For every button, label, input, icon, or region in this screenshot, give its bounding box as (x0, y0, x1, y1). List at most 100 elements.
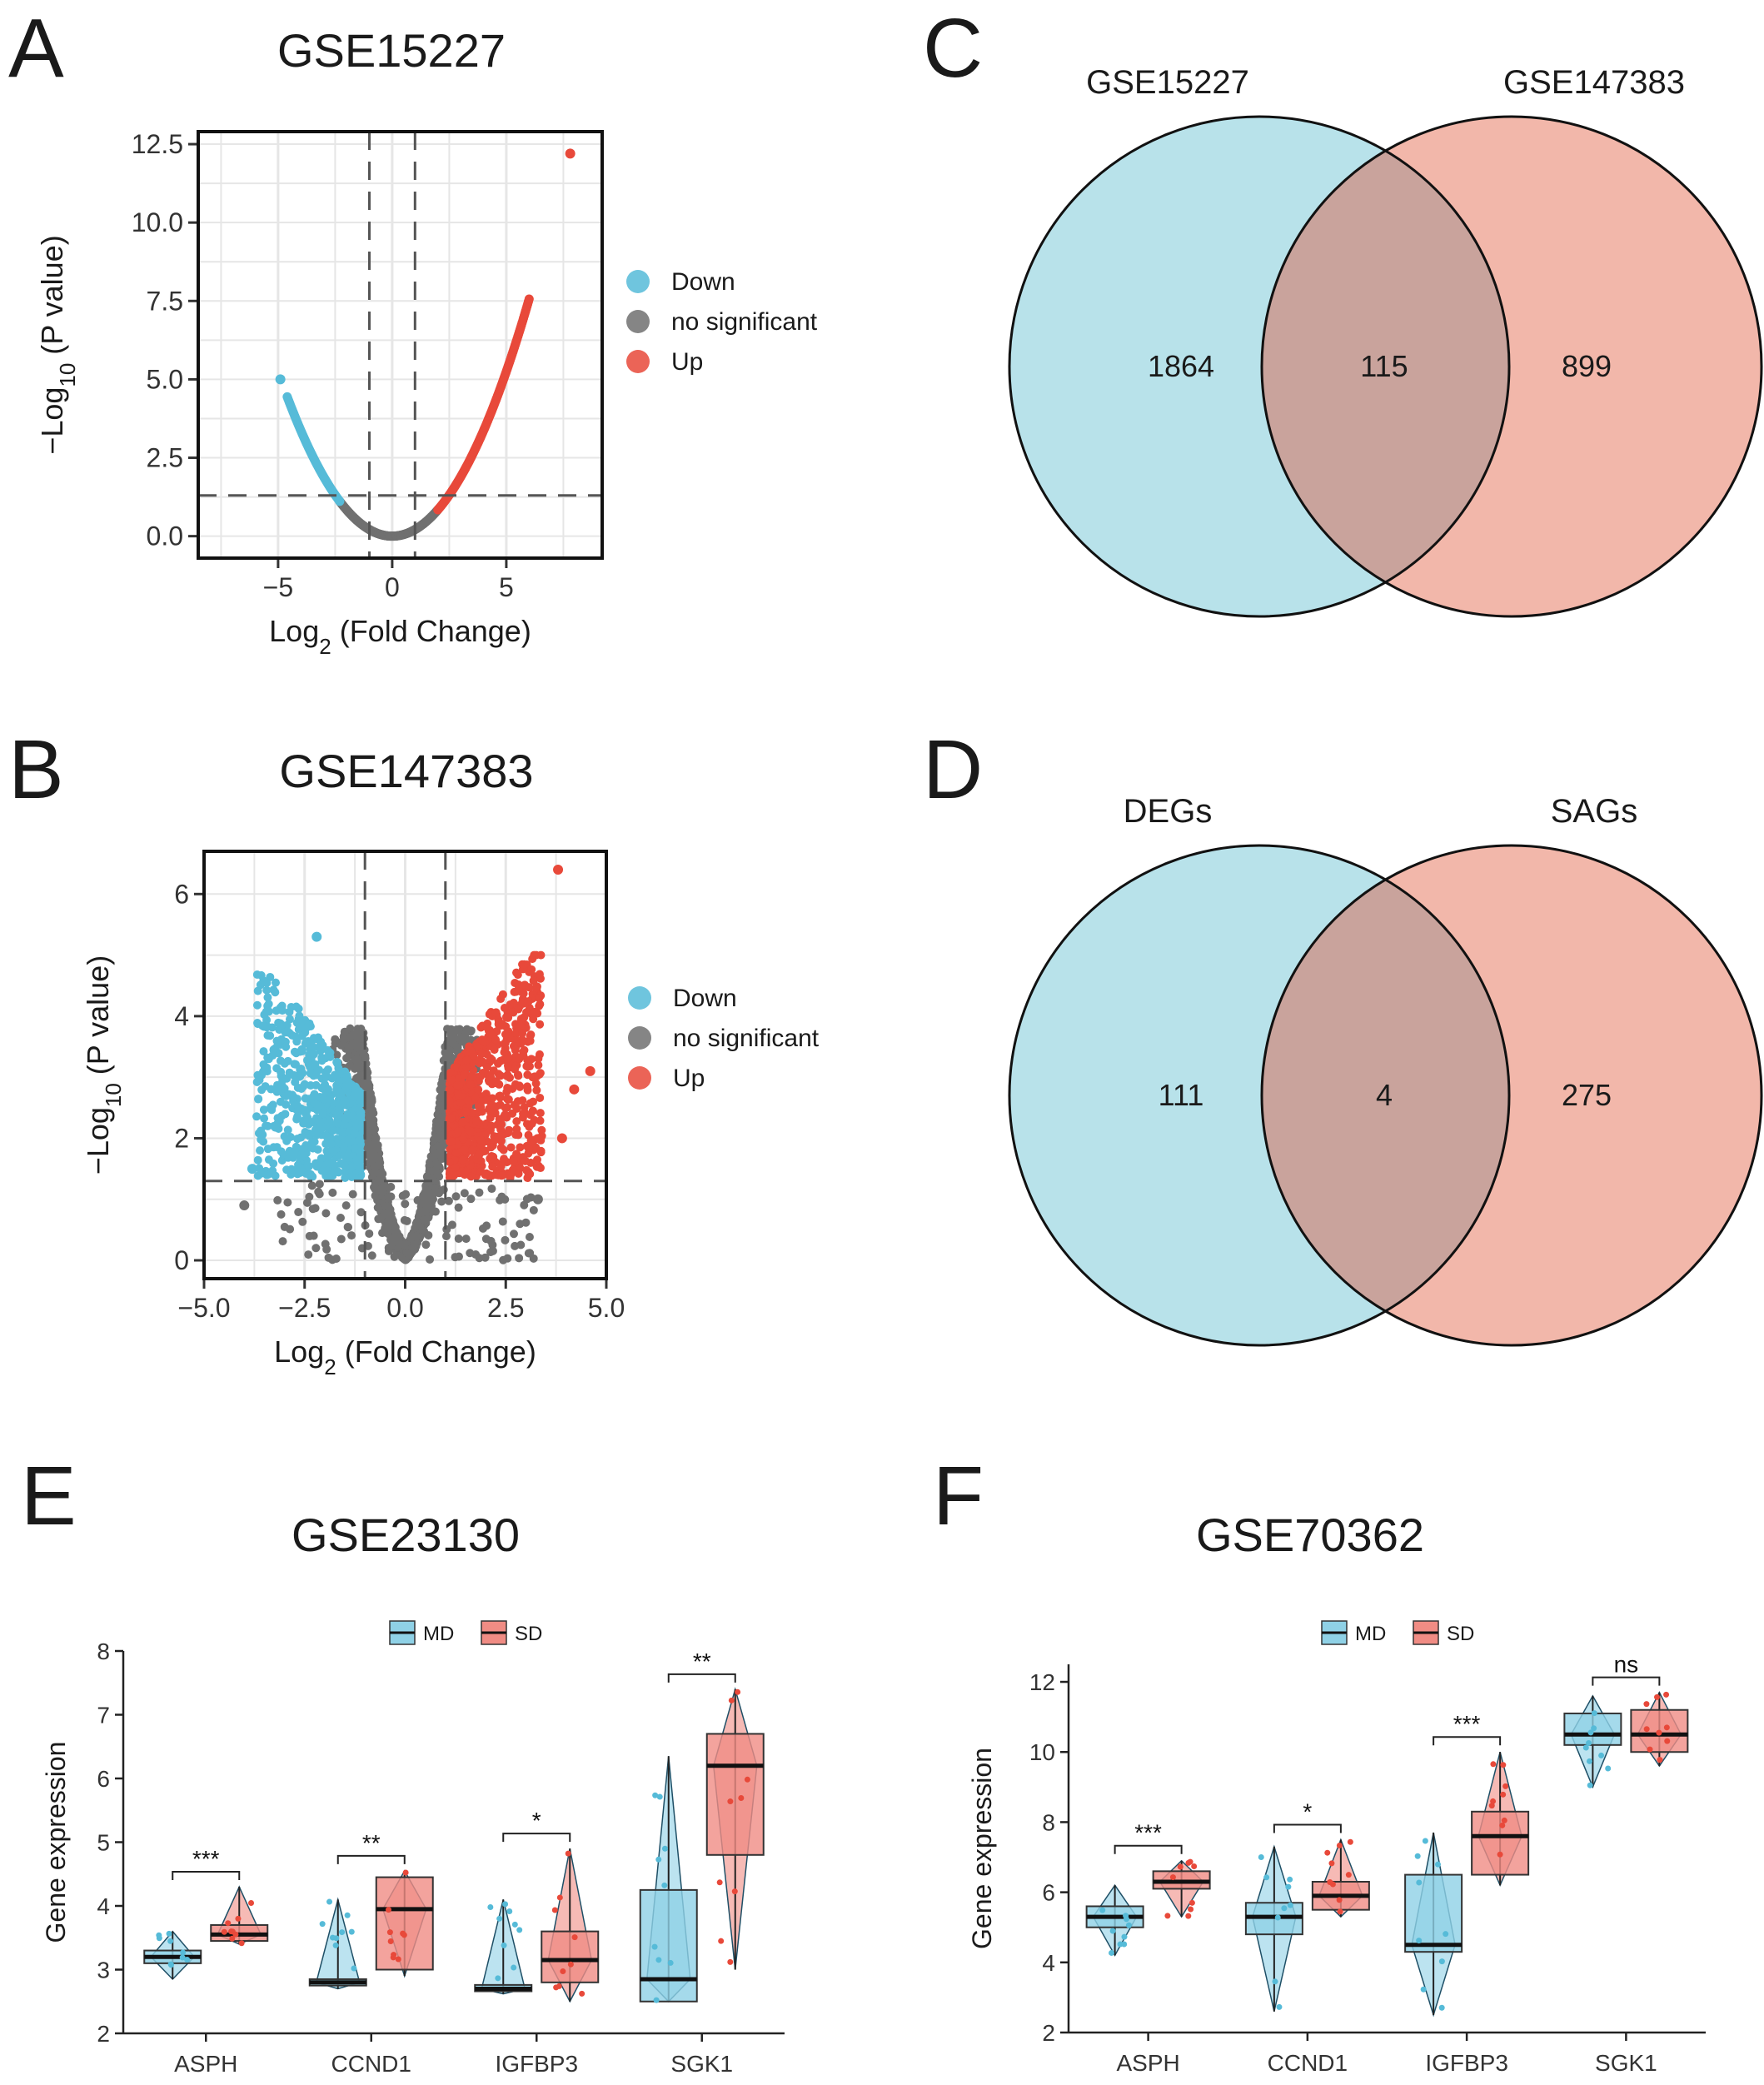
jitter-point (1434, 1861, 1441, 1868)
data-point (433, 1110, 442, 1120)
y-tick-label: 8 (1042, 1809, 1055, 1835)
data-point (322, 1072, 331, 1081)
data-point (386, 1192, 396, 1201)
jitter-point (496, 1915, 503, 1922)
data-point (462, 1055, 471, 1065)
data-point (336, 1235, 346, 1244)
legend-label: MD (423, 1623, 454, 1645)
jitter-point (1422, 1838, 1428, 1844)
data-point (487, 1121, 496, 1130)
boxplot-f: 2 4 6 8 10 12 Gene expression ASPH *** CCND1 * IGFB… (967, 1620, 1706, 2076)
data-point (340, 1027, 349, 1036)
data-point (502, 1071, 511, 1080)
data-point (476, 1102, 486, 1111)
jitter-point (1109, 1928, 1116, 1934)
jitter-point (1587, 1782, 1593, 1788)
data-point (553, 864, 564, 875)
data-point (523, 1055, 532, 1065)
jitter-point (348, 1928, 355, 1935)
x-axis-label: Log2 (Fold Change) (269, 614, 531, 659)
data-point (434, 1125, 443, 1134)
data-point (565, 148, 576, 159)
data-point (256, 1170, 265, 1179)
data-point (466, 1126, 475, 1135)
y-tick-label: 0.0 (147, 521, 183, 551)
data-point (525, 983, 534, 992)
y-tick-label: 6 (174, 879, 189, 909)
data-point (467, 1145, 476, 1155)
data-point (524, 1144, 533, 1153)
panel-a-title: GSE15227 (277, 24, 506, 77)
data-point (309, 1050, 318, 1059)
data-point (264, 1000, 273, 1009)
jitter-point (1287, 1876, 1293, 1883)
jitter-point (167, 1938, 174, 1944)
data-point (532, 1155, 541, 1165)
data-point (437, 1080, 446, 1089)
significance-bracket (1114, 1844, 1183, 1854)
data-point (316, 1154, 326, 1163)
data-point (400, 1215, 409, 1225)
jitter-point (1336, 1897, 1343, 1903)
legend-swatch (626, 310, 650, 333)
jitter-point (221, 1928, 227, 1935)
y-tick-label: 10 (1029, 1739, 1055, 1765)
jitter-point (1347, 1838, 1353, 1845)
data-point (319, 1095, 328, 1104)
data-point (535, 994, 544, 1003)
data-point (331, 1035, 340, 1044)
data-point (347, 1162, 356, 1171)
data-point (272, 1143, 282, 1152)
y-tick-label: 10.0 (132, 207, 183, 237)
venn-left-label: GSE15227 (1086, 64, 1249, 101)
y-tick-label: 4 (174, 1001, 189, 1031)
significance-label: ns (1614, 1652, 1639, 1678)
plot-frame (197, 130, 604, 560)
panel-e-title: GSE23130 (292, 1509, 520, 1561)
data-point (296, 1065, 305, 1075)
data-point (466, 1195, 476, 1204)
data-point (497, 1192, 506, 1201)
jitter-point (238, 1940, 245, 1947)
jitter-point (511, 1964, 517, 1971)
venn-right-label: GSE147383 (1503, 64, 1685, 101)
y-tick-label: 4 (97, 1893, 110, 1919)
jitter-point (1345, 1872, 1352, 1878)
jitter-point (495, 1975, 501, 1982)
data-point (486, 1030, 496, 1039)
data-point (481, 1253, 490, 1262)
data-point (443, 1053, 452, 1062)
data-point (366, 1101, 376, 1110)
volcano-plot-a: −5 0 5 0.0 2.5 5.0 7.5 10.0 12.5 Log2 (Fold Chang… (35, 129, 818, 659)
data-point (333, 1166, 342, 1175)
data-point (516, 1220, 525, 1229)
data-point (501, 1039, 510, 1048)
data-point (332, 1119, 341, 1128)
data-point (497, 1120, 506, 1129)
data-point (308, 1205, 317, 1214)
data-point (328, 1126, 337, 1135)
data-point (497, 1020, 506, 1029)
data-point (420, 1215, 429, 1225)
data-point (516, 1039, 526, 1048)
data-point (322, 1245, 331, 1254)
jitter-point (1420, 1986, 1427, 1993)
data-point (467, 1072, 476, 1081)
jitter-point (402, 1869, 409, 1876)
data-point (294, 1208, 303, 1217)
data-point (275, 374, 286, 385)
jitter-point (1099, 1907, 1106, 1913)
significance-label: *** (1453, 1711, 1481, 1737)
data-point (346, 1172, 356, 1181)
jitter-point (330, 1934, 336, 1941)
jitter-point (579, 1990, 586, 1997)
x-tick-label: ASPH (174, 2051, 237, 2077)
data-point (454, 1126, 463, 1135)
data-point (283, 1125, 292, 1135)
box-sd (375, 1876, 434, 1971)
data-point (446, 1068, 455, 1077)
data-point (534, 1054, 543, 1063)
data-point (332, 1058, 341, 1067)
data-point (525, 1232, 534, 1241)
jitter-point (339, 1929, 346, 1936)
